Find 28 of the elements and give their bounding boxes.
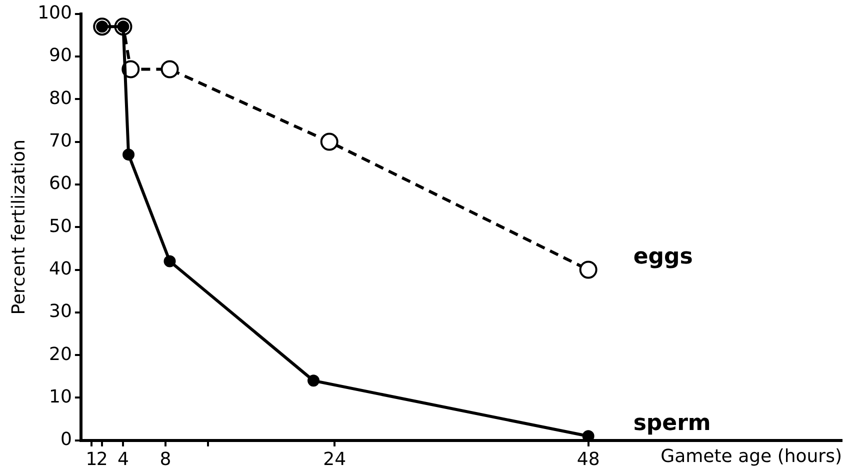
y-tick-label: 40 (49, 258, 72, 280)
y-tick-label: 80 (49, 88, 72, 109)
x-tick-label: 48 (576, 448, 600, 470)
point (579, 260, 598, 279)
y-tick-label: 10 (49, 386, 72, 408)
point (308, 374, 320, 387)
y-tick-label: 90 (49, 45, 72, 66)
point (122, 148, 135, 161)
y-tick-label: 100 (38, 2, 72, 24)
x-tick-label: 8 (160, 448, 172, 470)
y-axis-title: Percent fertilization (8, 139, 30, 315)
y-tick-label: 0 (60, 429, 72, 450)
series-label: eggs (633, 244, 693, 270)
point (582, 430, 594, 440)
point (164, 255, 176, 268)
y-tick-label: 20 (49, 344, 72, 365)
x-tick-label: 1 (86, 448, 98, 470)
series-label: sperm (633, 410, 711, 436)
y-tick-label: 60 (49, 173, 72, 194)
x-axis-title: Gamete age (hours) (660, 446, 842, 468)
y-tick-label: 70 (49, 130, 72, 152)
x-tick-label: 2 (96, 448, 108, 470)
y-tick-label: 50 (49, 216, 72, 237)
y-tick-label: 30 (49, 301, 72, 322)
point (160, 60, 179, 78)
x-tick-label: 4 (118, 448, 129, 470)
point (320, 132, 338, 151)
x-tick-label: 24 (323, 448, 346, 470)
